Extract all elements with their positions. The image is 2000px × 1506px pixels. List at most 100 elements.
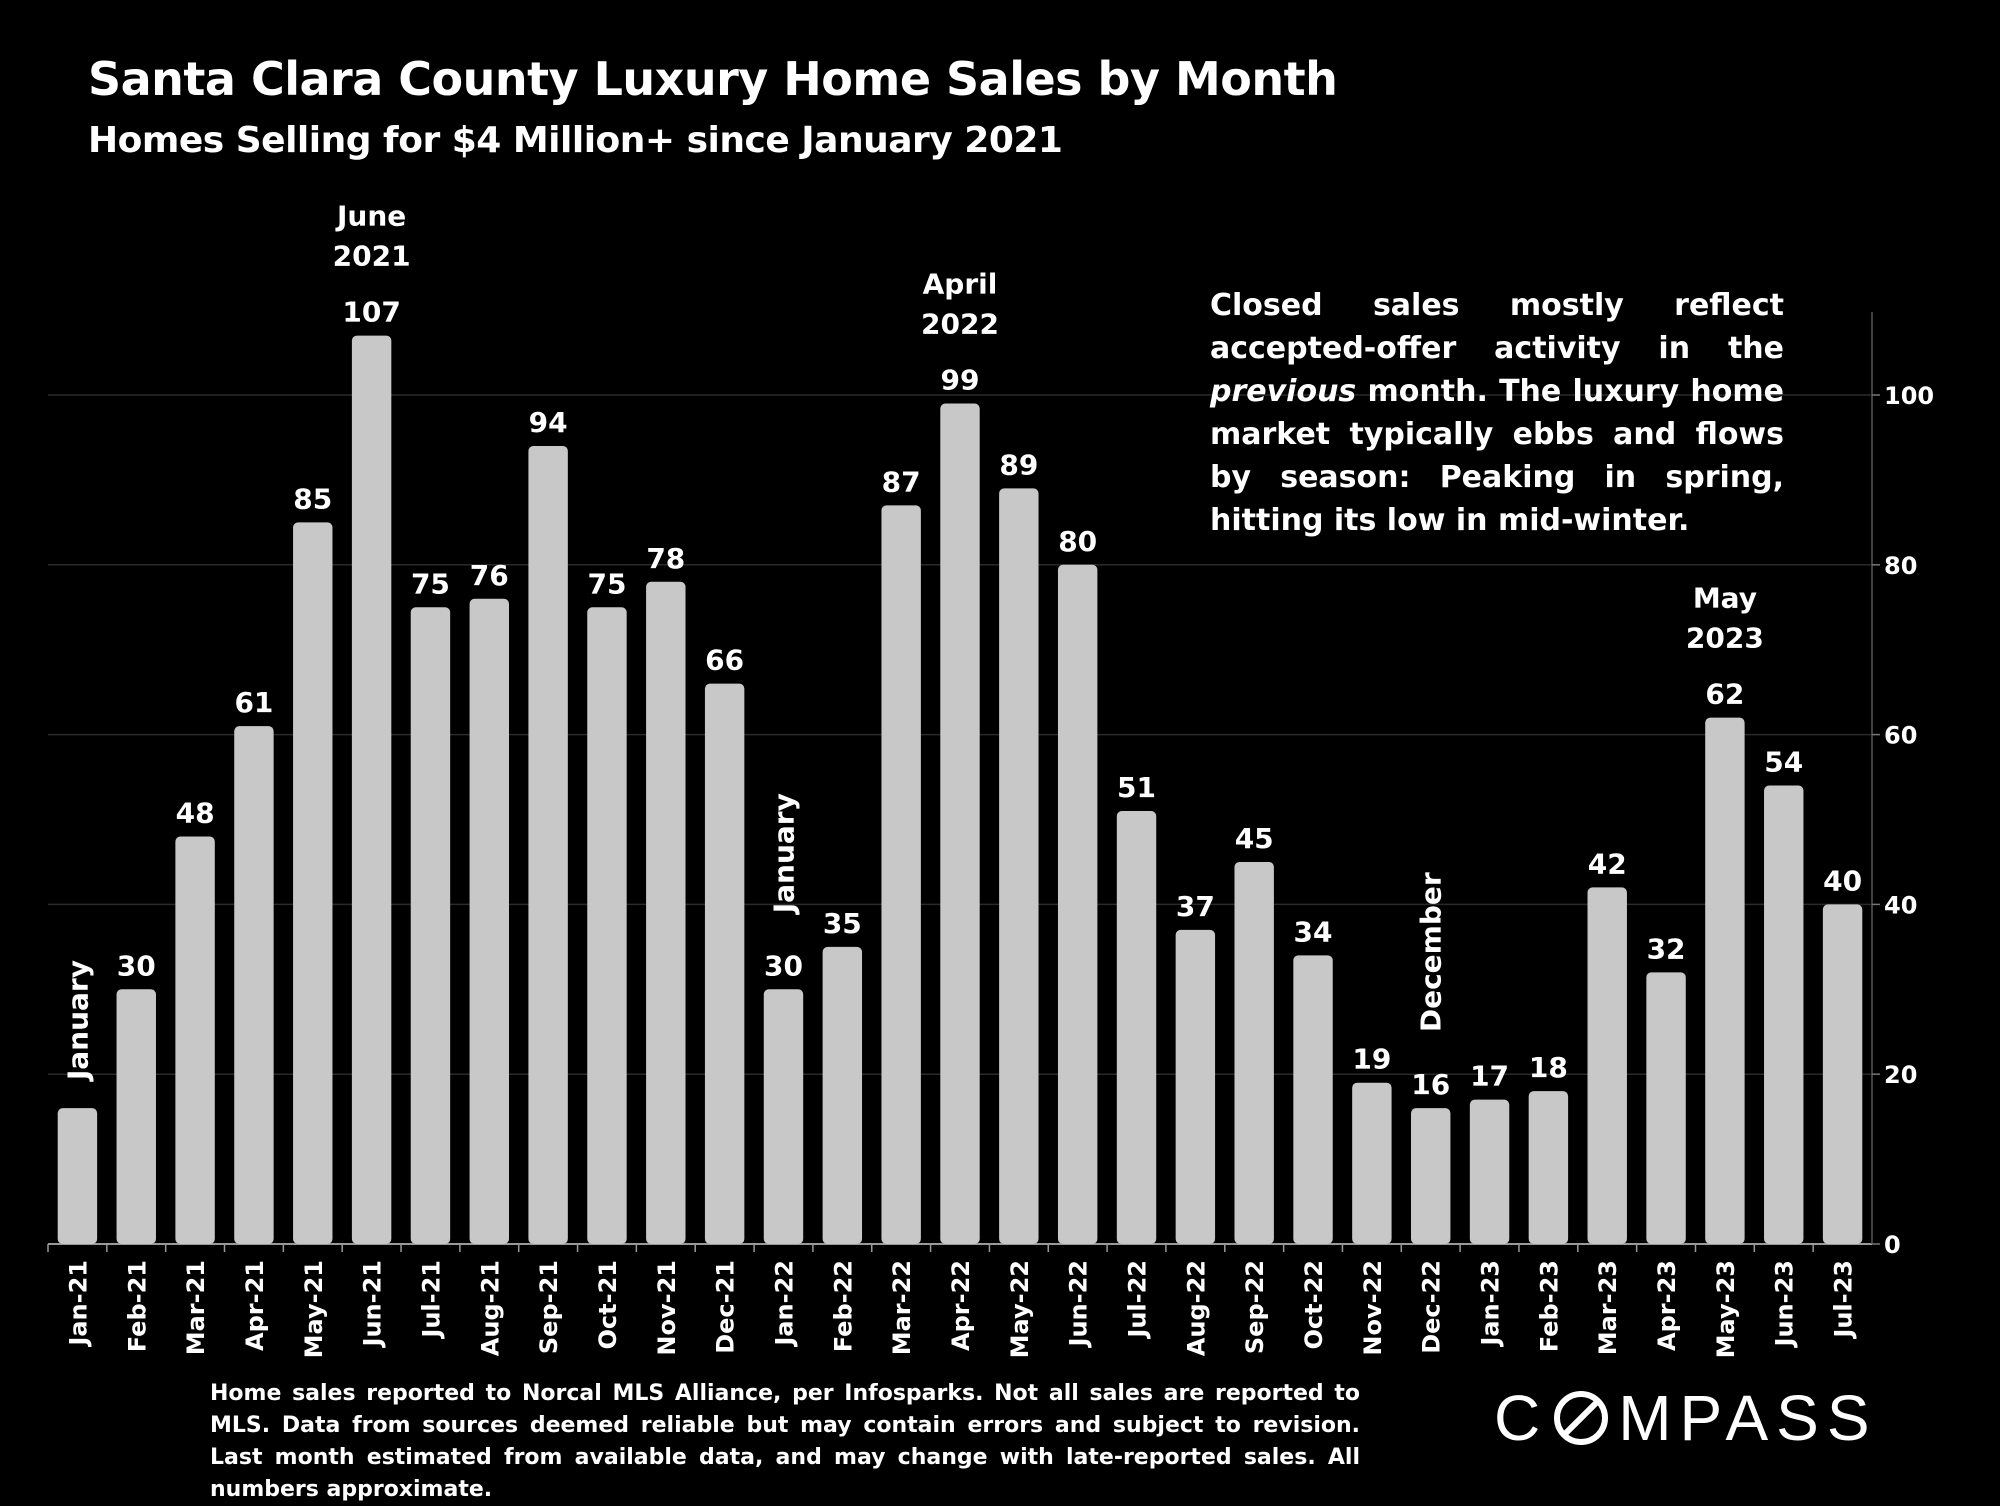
chart-title: Santa Clara County Luxury Home Sales by … bbox=[88, 52, 1338, 106]
value-label: 75 bbox=[411, 567, 450, 600]
x-tick-label: Nov-21 bbox=[653, 1260, 681, 1356]
value-label: 32 bbox=[1647, 932, 1686, 965]
x-tick-label: Jan-23 bbox=[1477, 1260, 1505, 1348]
note-emphasis: previous bbox=[1210, 374, 1357, 409]
bar bbox=[528, 445, 568, 1244]
bar bbox=[1234, 861, 1274, 1244]
x-tick-label: Dec-22 bbox=[1418, 1260, 1446, 1354]
annotation-label: 2022 bbox=[921, 307, 999, 340]
bar bbox=[1528, 1091, 1569, 1244]
bar bbox=[1057, 564, 1098, 1244]
value-label: 94 bbox=[529, 406, 568, 439]
value-label: 62 bbox=[1705, 678, 1744, 711]
bar bbox=[351, 335, 392, 1244]
x-tick-label: Dec-21 bbox=[712, 1260, 740, 1354]
bar bbox=[646, 581, 686, 1244]
value-label: 40 bbox=[1823, 864, 1862, 897]
x-tick-label: Mar-21 bbox=[182, 1260, 210, 1355]
x-tick-label: Mar-23 bbox=[1594, 1260, 1622, 1355]
value-label: 48 bbox=[176, 796, 215, 829]
bar bbox=[822, 946, 863, 1244]
y-tick-label: 80 bbox=[1884, 552, 1917, 580]
annotation-label: April bbox=[923, 267, 998, 300]
bar bbox=[1587, 887, 1627, 1244]
bar bbox=[763, 989, 804, 1244]
x-tick-label: Jul-22 bbox=[1124, 1260, 1152, 1340]
value-label: 89 bbox=[999, 448, 1038, 481]
x-tick-label: Jun-23 bbox=[1771, 1260, 1799, 1348]
x-tick-label: Jul-21 bbox=[417, 1260, 445, 1340]
value-label: 87 bbox=[882, 465, 921, 498]
x-tick-label: Sep-22 bbox=[1241, 1260, 1269, 1354]
y-tick-label: 20 bbox=[1884, 1061, 1917, 1089]
x-tick-label: May-23 bbox=[1712, 1260, 1740, 1358]
bar bbox=[57, 1108, 98, 1244]
value-label: 51 bbox=[1117, 771, 1156, 804]
x-tick-label: Jul-23 bbox=[1830, 1260, 1858, 1340]
value-labels: 30 48 61 85 107 75 76 94 75 78 66 30 35 87 99 89 80 51 37 4… bbox=[117, 296, 1862, 1102]
bar bbox=[1293, 955, 1333, 1244]
value-label: 37 bbox=[1176, 890, 1215, 923]
value-label: 18 bbox=[1529, 1051, 1568, 1084]
value-label: 30 bbox=[117, 949, 156, 982]
y-tick-label: 0 bbox=[1884, 1231, 1901, 1259]
bar bbox=[1175, 929, 1216, 1244]
annotation-label: 2021 bbox=[333, 240, 411, 273]
value-label: 45 bbox=[1235, 822, 1274, 855]
value-label: 99 bbox=[941, 363, 980, 396]
annotation-label: June bbox=[335, 200, 406, 233]
y-tick-labels: 0 20 40 60 80 100 bbox=[1872, 382, 1934, 1259]
bar bbox=[1116, 811, 1157, 1244]
annotations: January June 2021 January April 2022 December M… bbox=[61, 200, 1763, 1083]
x-tick-label: Apr-22 bbox=[947, 1260, 975, 1351]
value-label: 30 bbox=[764, 949, 803, 982]
x-tick-label: Jun-22 bbox=[1065, 1260, 1093, 1348]
x-tick-label: Sep-21 bbox=[535, 1260, 563, 1354]
annotation-label: May bbox=[1693, 582, 1757, 615]
value-label: 42 bbox=[1588, 847, 1627, 880]
value-label: 16 bbox=[1411, 1068, 1450, 1101]
bar bbox=[116, 989, 156, 1244]
x-tick-label: Nov-22 bbox=[1359, 1260, 1387, 1356]
bar bbox=[1822, 904, 1863, 1244]
annotation-vertical: January bbox=[767, 793, 800, 915]
annotation-vertical: January bbox=[61, 960, 94, 1082]
y-tick-label: 100 bbox=[1884, 382, 1934, 410]
value-label: 61 bbox=[234, 686, 273, 719]
chart-subtitle: Homes Selling for $4 Million+ since Janu… bbox=[88, 120, 1063, 161]
compass-logo: C MPASS bbox=[1494, 1378, 1878, 1458]
value-label: 107 bbox=[342, 296, 400, 329]
x-tick-label: Mar-22 bbox=[888, 1260, 916, 1355]
value-label: 17 bbox=[1470, 1060, 1509, 1093]
bar bbox=[1352, 1082, 1392, 1244]
bar bbox=[1469, 1099, 1510, 1244]
x-tick-label: Oct-22 bbox=[1300, 1260, 1328, 1349]
bar bbox=[587, 607, 627, 1244]
bar bbox=[469, 598, 510, 1244]
x-tick-label: Feb-23 bbox=[1535, 1260, 1563, 1352]
x-tick-label: May-21 bbox=[300, 1260, 328, 1358]
bar bbox=[1705, 717, 1745, 1244]
annotation-vertical: December bbox=[1415, 872, 1448, 1032]
value-label: 34 bbox=[1294, 915, 1333, 948]
bar bbox=[940, 403, 980, 1244]
source-footnote: Home sales reported to Norcal MLS Allian… bbox=[210, 1381, 1360, 1502]
value-label: 85 bbox=[293, 482, 332, 515]
x-tick-label: Aug-22 bbox=[1182, 1260, 1210, 1356]
value-label: 35 bbox=[823, 907, 862, 940]
x-tick-label: Apr-23 bbox=[1653, 1260, 1681, 1351]
value-label: 54 bbox=[1764, 746, 1803, 779]
y-tick-label: 40 bbox=[1884, 891, 1917, 919]
x-tick-label: May-22 bbox=[1006, 1260, 1034, 1358]
annotation-note: Closed sales mostly reflect accepted-off… bbox=[1210, 284, 1784, 542]
x-tick-label: Feb-21 bbox=[123, 1260, 151, 1352]
x-tick-label: Oct-21 bbox=[594, 1260, 622, 1349]
value-label: 66 bbox=[705, 644, 744, 677]
x-tick-label: Feb-22 bbox=[829, 1260, 857, 1352]
bar bbox=[999, 488, 1039, 1244]
annotation-label: 2023 bbox=[1686, 622, 1764, 655]
logo-text-end: MPASS bbox=[1618, 1382, 1878, 1454]
bar bbox=[704, 683, 745, 1244]
note-text-after: month. The luxury home market typically … bbox=[1210, 374, 1784, 538]
